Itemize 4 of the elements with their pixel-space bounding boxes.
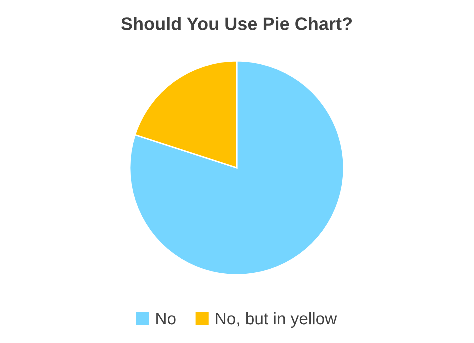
legend-label: No <box>156 313 176 325</box>
pie-slice <box>129 60 345 276</box>
legend-label: No, but in yellow <box>216 312 338 328</box>
chart-title: Should You Use Pie Chart? <box>121 17 352 30</box>
